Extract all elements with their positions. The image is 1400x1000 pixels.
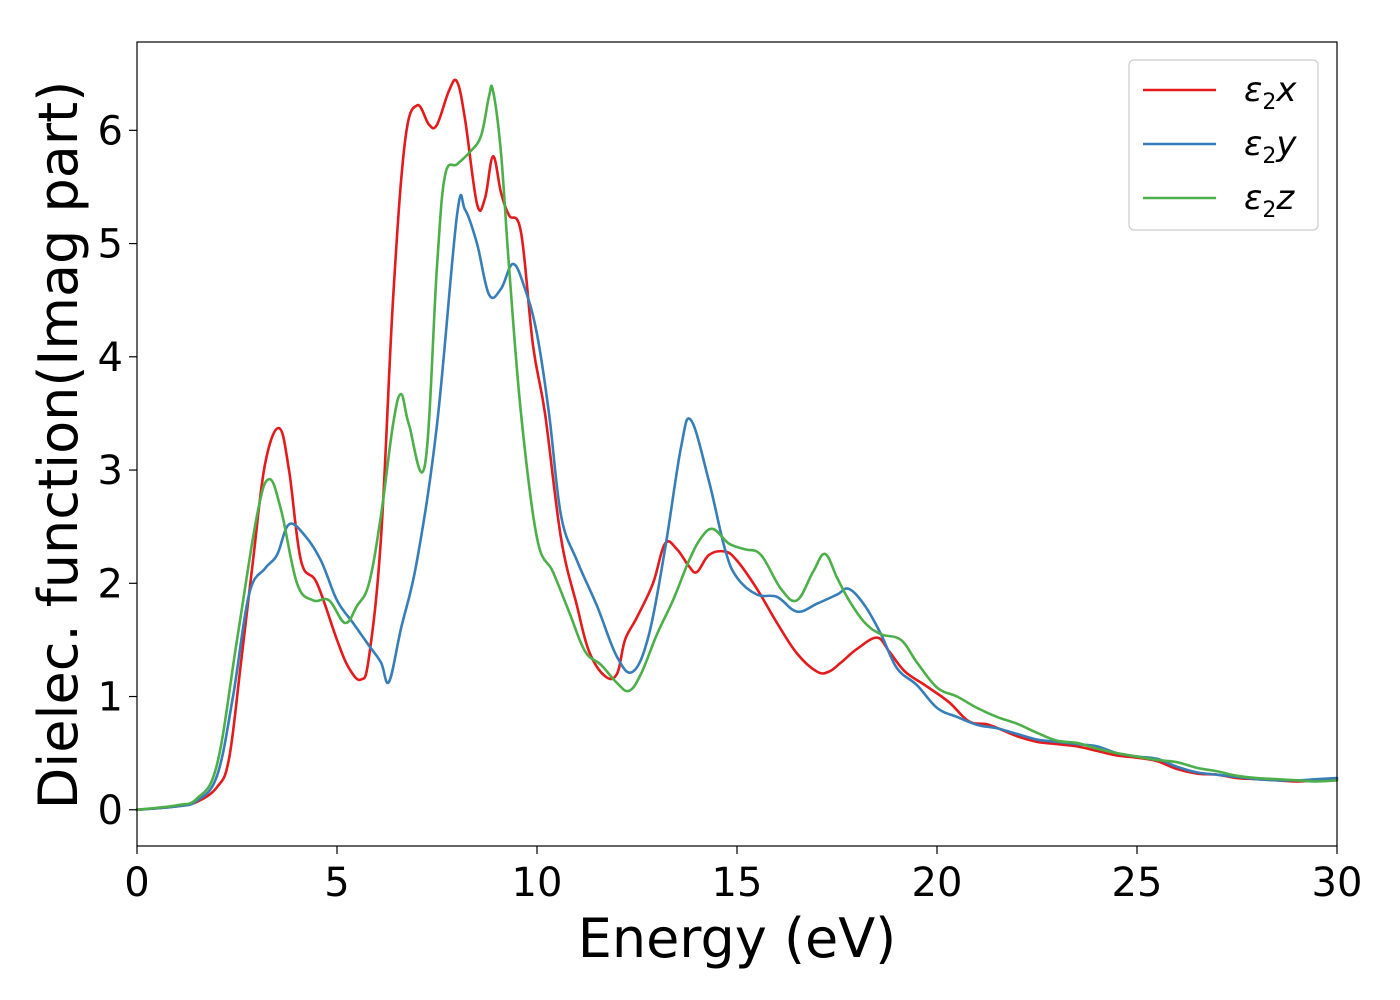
x-axis-label: Energy (eV)	[578, 907, 897, 970]
x-tick-label: 20	[912, 860, 963, 906]
legend: ε2x ε2y ε2z	[1128, 59, 1319, 231]
y-tick-label: 3	[98, 448, 123, 494]
series-line-z	[135, 84, 1339, 812]
x-axis-ticks: 0 5 10 15 20 25 30	[124, 846, 1362, 906]
x-tick-label: 15	[712, 860, 763, 906]
y-tick-label: 4	[98, 335, 123, 381]
y-tick-label: 1	[98, 675, 123, 721]
x-tick-label: 10	[512, 860, 563, 906]
y-axis-label: Dielec. function(Imag part)	[27, 81, 90, 810]
x-tick-label: 5	[324, 860, 349, 906]
legend-label-z: ε2z	[1244, 178, 1295, 223]
series-line-x	[135, 78, 1339, 812]
legend-box	[1128, 59, 1319, 231]
x-tick-label: 25	[1112, 860, 1163, 906]
y-axis-ticks: 0 1 2 3 4 5 6	[98, 108, 137, 834]
series-layer	[135, 78, 1339, 812]
y-tick-label: 6	[98, 108, 123, 154]
legend-label-y: ε2y	[1244, 124, 1297, 169]
y-tick-label: 0	[98, 788, 123, 834]
x-tick-label: 30	[1312, 860, 1363, 906]
legend-label-x: ε2x	[1244, 70, 1297, 115]
y-tick-label: 5	[98, 222, 123, 268]
series-line-y	[135, 193, 1339, 812]
y-tick-label: 2	[98, 561, 123, 607]
x-tick-label: 0	[124, 860, 149, 906]
